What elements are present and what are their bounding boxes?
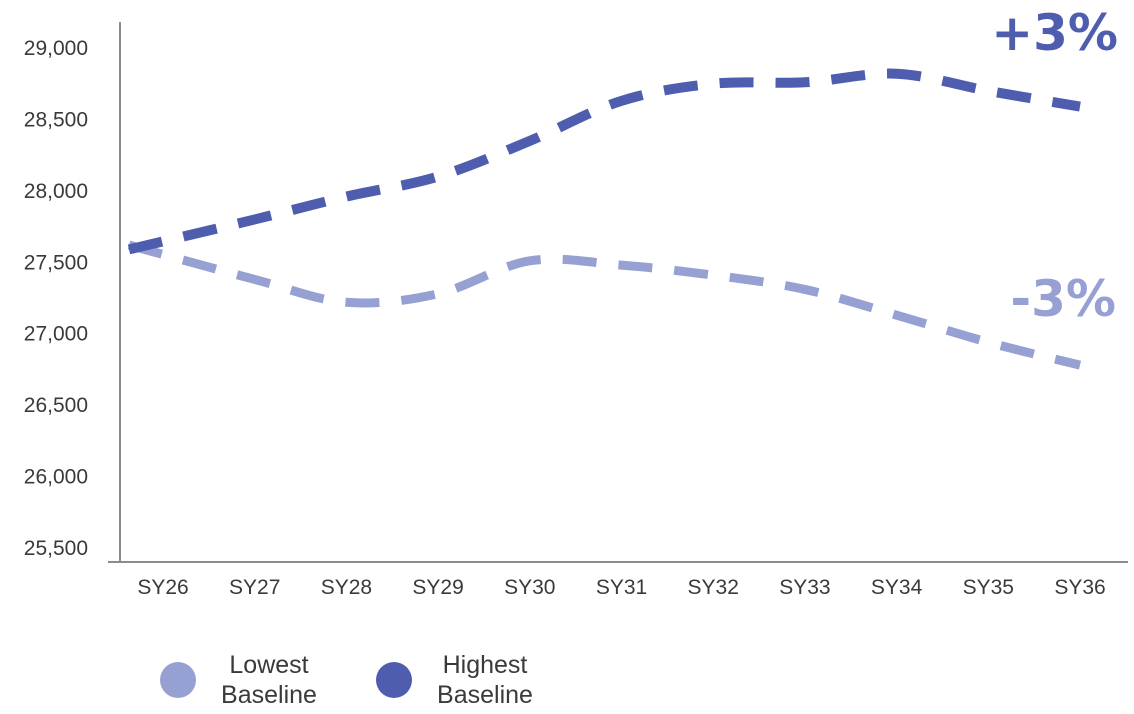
legend-item-highest-baseline: Highest Baseline [376, 650, 550, 710]
y-tick-label: 25,500 [24, 537, 88, 560]
legend-swatch-lowest [160, 662, 196, 698]
legend-swatch-highest [376, 662, 412, 698]
y-tick-label: 27,500 [24, 251, 88, 274]
x-tick-label: SY28 [321, 576, 372, 599]
lowest-change-annotation: -3% [1010, 270, 1116, 328]
y-tick-label: 29,000 [24, 37, 88, 60]
series-line-highest-baseline [127, 68, 1081, 255]
legend-label-lowest-line2: Baseline [221, 681, 317, 709]
y-tick-label: 26,000 [24, 466, 88, 489]
x-tick-label: SY34 [871, 576, 923, 599]
series-line-lowest-baseline [127, 240, 1082, 370]
y-tick-label: 28,500 [24, 108, 88, 131]
y-tick-label: 26,500 [24, 394, 88, 417]
y-axis: 25,500 26,000 26,500 27,000 27,500 28,000 28,5… [24, 22, 121, 562]
legend-label-lowest-line1: Lowest [229, 651, 309, 679]
x-tick-label: SY35 [963, 576, 1014, 599]
highest-change-annotation: +3% [991, 4, 1118, 62]
x-tick-label: SY26 [137, 576, 188, 599]
legend-label-lowest: Lowest Baseline [204, 650, 334, 710]
x-tick-label: SY31 [596, 576, 647, 599]
x-tick-label: SY29 [412, 576, 463, 599]
legend-label-highest: Highest Baseline [420, 650, 550, 710]
legend-label-highest-line1: Highest [442, 651, 528, 679]
x-axis: SY26 SY27 SY28 SY29 SY30 SY31 SY32 SY33 SY34 SY35… [108, 561, 1128, 599]
x-tick-label: SY32 [688, 576, 739, 599]
series-lines [127, 68, 1082, 370]
y-tick-label: 27,000 [24, 323, 88, 346]
x-tick-label: SY36 [1054, 576, 1105, 599]
y-tick-label: 28,000 [24, 180, 88, 203]
legend-item-lowest-baseline: Lowest Baseline [160, 650, 334, 710]
x-tick-label: SY27 [229, 576, 280, 599]
legend-label-highest-line2: Baseline [437, 681, 533, 709]
x-tick-label: SY30 [504, 576, 555, 599]
x-tick-label: SY33 [779, 576, 830, 599]
